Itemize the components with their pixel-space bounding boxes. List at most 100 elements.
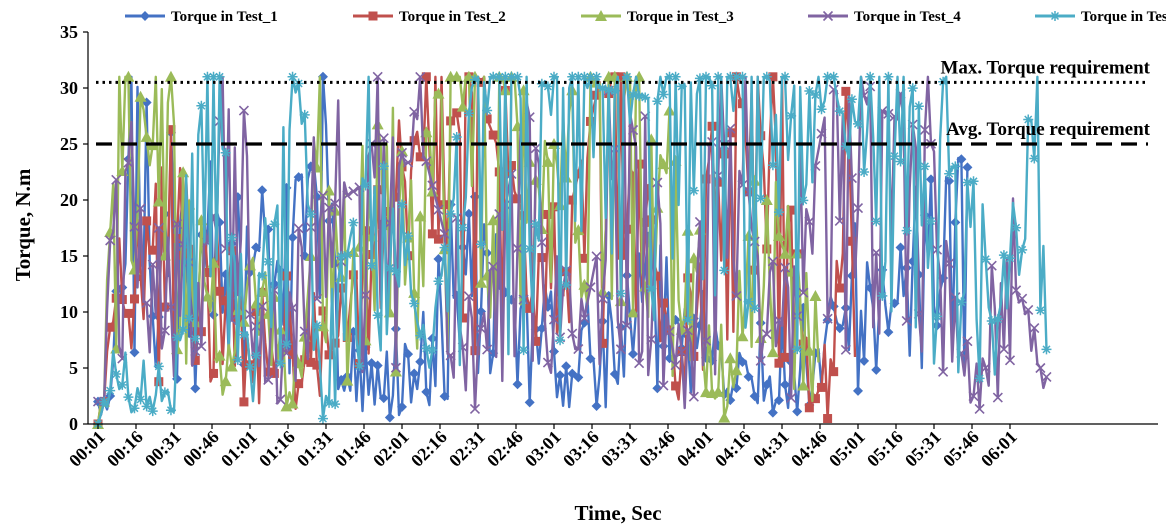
data-point-marker (834, 215, 845, 226)
data-point-marker (421, 72, 431, 82)
data-point-marker (561, 361, 572, 372)
data-point-marker (153, 222, 164, 233)
legend-label: Torque in Test_2 (399, 9, 506, 25)
data-point-marker (925, 216, 936, 227)
data-point-marker (803, 344, 816, 356)
data-point-marker (439, 242, 450, 253)
data-point-marker (761, 71, 772, 82)
data-point-marker (324, 397, 335, 408)
data-point-marker (701, 71, 711, 82)
data-point-marker (980, 254, 991, 265)
data-point-marker (129, 294, 139, 304)
data-point-marker (823, 414, 833, 424)
data-point-marker (901, 315, 912, 326)
data-point-marker (433, 234, 443, 244)
legend: Torque in Test_1 Torque in Test_2 Torque i… (125, 9, 1166, 25)
data-point-marker (628, 171, 638, 181)
data-point-marker (311, 320, 322, 331)
data-point-marker (190, 355, 200, 365)
data-point-marker (99, 396, 110, 407)
data-point-marker (774, 358, 784, 368)
data-point-marker (998, 344, 1009, 355)
legend-item-4: Torque in Test_4 (808, 9, 961, 25)
data-point-marker (871, 247, 882, 258)
data-point-marker (524, 397, 535, 408)
data-point-marker (944, 168, 955, 179)
data-point-marker (294, 379, 304, 389)
y-tick-label: 15 (60, 246, 78, 266)
data-point-marker (342, 249, 353, 260)
data-point-marker (847, 236, 857, 246)
data-point-marker (749, 303, 760, 314)
data-point-marker (798, 287, 809, 298)
data-point-marker (148, 245, 158, 255)
data-point-marker (748, 174, 761, 186)
data-point-marker (450, 70, 463, 82)
data-point-marker (427, 345, 438, 356)
data-point-marker (573, 372, 584, 383)
data-point-marker (147, 406, 158, 417)
data-point-marker (476, 239, 487, 250)
data-point-marker (403, 349, 414, 360)
data-point-marker (554, 199, 567, 211)
data-point-marker (865, 71, 876, 82)
data-point-marker (159, 325, 170, 336)
legend-marker (140, 11, 150, 21)
data-point-marker (736, 330, 749, 342)
data-point-marker (458, 313, 468, 323)
data-point-marker (773, 315, 785, 326)
legend-label: Torque in Test_3 (627, 9, 734, 25)
data-point-marker (136, 272, 146, 282)
data-point-marker (378, 161, 389, 172)
data-point-marker (773, 207, 784, 218)
data-point-marker (579, 313, 590, 324)
data-point-marker (470, 346, 480, 356)
data-point-marker (761, 329, 772, 340)
series-layer (92, 70, 1052, 429)
data-point-marker (859, 166, 870, 177)
data-point-marker (1005, 253, 1015, 264)
data-point-marker (494, 71, 505, 82)
data-point-marker (213, 349, 226, 361)
data-point-marker (646, 283, 657, 294)
data-point-marker (299, 326, 310, 337)
data-point-marker (585, 71, 596, 82)
data-point-marker (530, 219, 541, 230)
data-point-marker (895, 156, 906, 167)
x-axis-title: Time, Sec (574, 501, 661, 525)
data-point-marker (682, 314, 693, 325)
data-point-marker (1035, 362, 1046, 374)
data-point-marker (761, 379, 772, 390)
data-point-marker (129, 221, 140, 233)
data-point-marker (152, 195, 165, 207)
data-point-marker (196, 341, 207, 352)
data-point-marker (616, 72, 626, 82)
data-point-marker (542, 357, 553, 368)
y-axis-title: Torque, N.m (11, 168, 35, 281)
data-point-marker (1029, 322, 1040, 334)
data-point-marker (299, 109, 310, 120)
data-point-marker (366, 260, 377, 271)
data-point-marker (694, 73, 705, 84)
data-point-marker (767, 256, 778, 267)
data-point-marker (664, 326, 675, 337)
data-point-marker (944, 258, 955, 269)
data-point-marker (190, 345, 201, 357)
y-tick-label: 30 (60, 78, 78, 98)
data-point-marker (597, 293, 608, 304)
data-point-marker (609, 369, 620, 380)
data-point-marker (634, 91, 645, 102)
data-point-marker (974, 403, 985, 414)
data-point-marker (122, 70, 135, 82)
data-point-marker (652, 96, 663, 107)
data-point-marker (561, 280, 572, 291)
data-point-marker (360, 180, 371, 191)
data-point-marker (140, 130, 153, 142)
data-point-marker (403, 157, 414, 168)
data-point-marker (755, 193, 766, 204)
legend-item-2: Torque in Test_2 (353, 9, 506, 25)
data-point-marker (615, 288, 626, 299)
data-point-marker (889, 111, 900, 122)
data-point-marker (603, 84, 614, 95)
data-point-marker (809, 290, 822, 302)
